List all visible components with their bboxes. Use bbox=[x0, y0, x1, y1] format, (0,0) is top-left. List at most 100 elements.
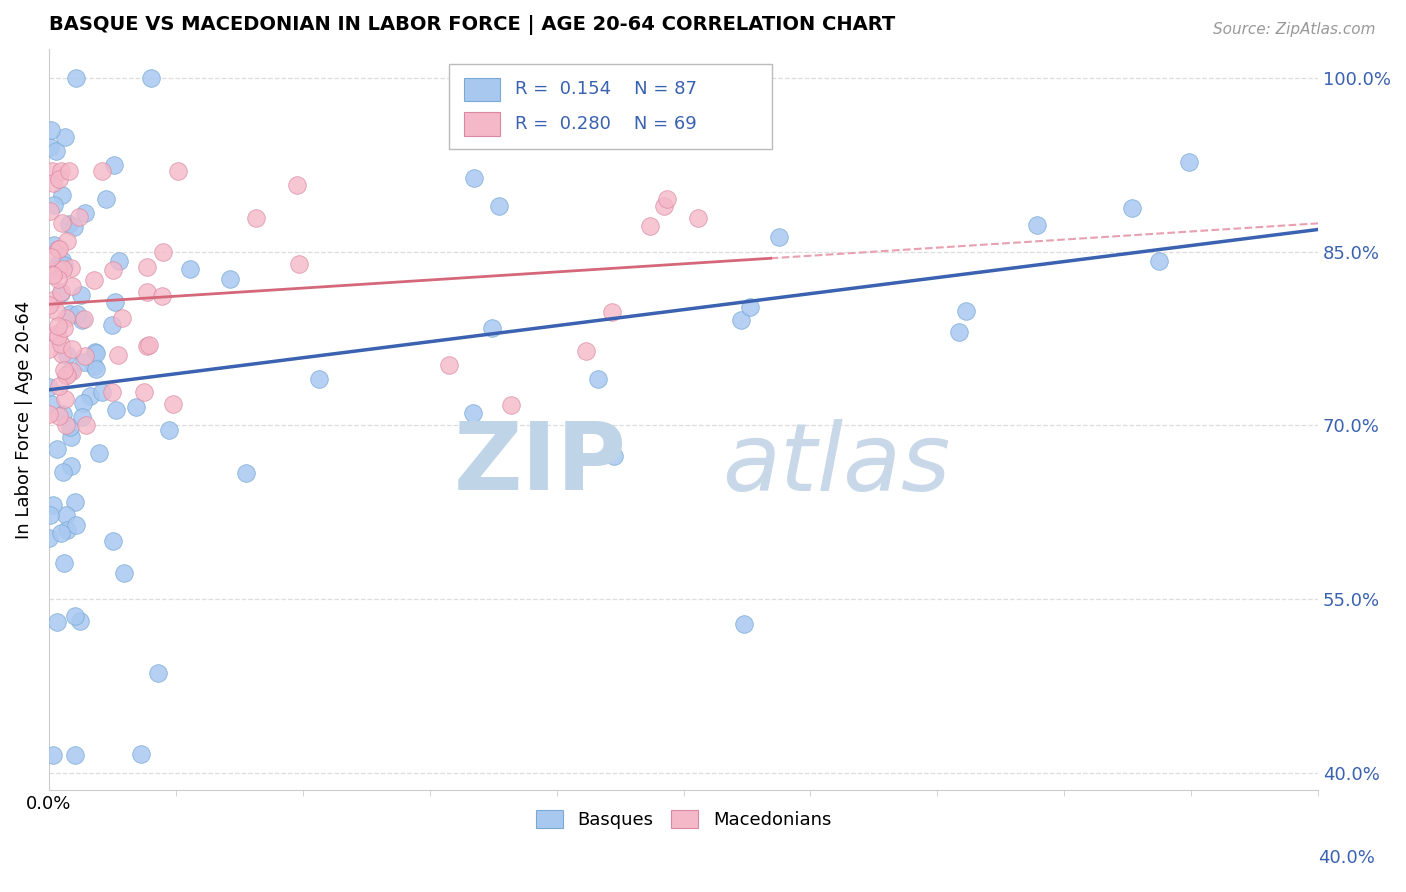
Point bbox=[59, 363, 82, 377]
Point bbox=[46, 263, 69, 277]
Point bbox=[55, 234, 77, 248]
FancyBboxPatch shape bbox=[464, 78, 499, 102]
Point bbox=[75, 349, 97, 363]
Point bbox=[101, 385, 124, 400]
Point bbox=[73, 311, 96, 326]
Point bbox=[66, 307, 89, 321]
Point bbox=[218, 272, 240, 286]
Point bbox=[488, 199, 510, 213]
Point bbox=[150, 289, 173, 303]
Point bbox=[63, 495, 86, 509]
Point bbox=[148, 666, 170, 681]
Point bbox=[60, 430, 83, 444]
Point bbox=[152, 244, 174, 259]
Point bbox=[104, 402, 127, 417]
Point bbox=[437, 358, 460, 372]
Point bbox=[235, 466, 257, 480]
Point bbox=[948, 326, 970, 340]
Point bbox=[58, 164, 80, 178]
Point bbox=[686, 211, 709, 225]
Point bbox=[245, 211, 267, 225]
Point bbox=[101, 533, 124, 548]
Point bbox=[51, 252, 73, 267]
Point bbox=[157, 423, 180, 437]
Point bbox=[52, 556, 75, 570]
Point bbox=[41, 164, 63, 178]
Point bbox=[89, 446, 111, 460]
Point bbox=[83, 345, 105, 359]
Point bbox=[45, 144, 67, 158]
Point bbox=[60, 458, 83, 473]
Point bbox=[42, 748, 65, 763]
Point bbox=[45, 615, 67, 629]
FancyBboxPatch shape bbox=[449, 64, 772, 149]
Text: atlas: atlas bbox=[721, 418, 950, 509]
Point bbox=[52, 261, 75, 276]
Point bbox=[53, 392, 76, 406]
Point bbox=[70, 313, 93, 327]
Point bbox=[49, 285, 72, 299]
Point bbox=[38, 342, 60, 356]
FancyBboxPatch shape bbox=[464, 112, 499, 136]
Point bbox=[59, 260, 82, 275]
Point bbox=[83, 359, 105, 374]
Point bbox=[101, 263, 124, 277]
Point bbox=[49, 164, 72, 178]
Point bbox=[56, 368, 79, 383]
Point bbox=[42, 293, 65, 308]
Point bbox=[42, 176, 65, 190]
Point bbox=[94, 193, 117, 207]
Point bbox=[285, 178, 308, 193]
Point bbox=[638, 219, 661, 233]
Point bbox=[42, 238, 65, 252]
Point bbox=[63, 219, 86, 234]
Point bbox=[461, 406, 484, 420]
Point bbox=[83, 273, 105, 287]
Point bbox=[59, 307, 82, 321]
Point bbox=[55, 418, 77, 433]
Point bbox=[84, 362, 107, 376]
Point bbox=[46, 272, 69, 286]
Point bbox=[603, 449, 626, 463]
Point bbox=[38, 407, 60, 421]
Point bbox=[103, 158, 125, 172]
Point bbox=[53, 129, 76, 144]
Point bbox=[575, 344, 598, 359]
Point bbox=[52, 407, 75, 421]
Point bbox=[1121, 201, 1143, 215]
Point bbox=[46, 242, 69, 256]
Point bbox=[134, 385, 156, 400]
Point bbox=[51, 216, 73, 230]
Point bbox=[1147, 254, 1170, 268]
Point bbox=[586, 372, 609, 386]
Point bbox=[139, 71, 162, 86]
Point bbox=[1178, 155, 1201, 169]
Point bbox=[111, 311, 134, 326]
Point bbox=[70, 409, 93, 424]
Point bbox=[41, 499, 63, 513]
Point bbox=[63, 608, 86, 623]
Point bbox=[65, 518, 87, 533]
Point bbox=[135, 260, 157, 274]
Point bbox=[42, 268, 65, 283]
Point bbox=[49, 286, 72, 301]
Point bbox=[55, 311, 77, 326]
Point bbox=[72, 396, 94, 410]
Point bbox=[90, 384, 112, 399]
Point bbox=[288, 257, 311, 271]
Point bbox=[70, 287, 93, 301]
Point bbox=[55, 508, 77, 522]
Point bbox=[463, 170, 485, 185]
Point bbox=[56, 523, 79, 537]
Point bbox=[738, 300, 761, 314]
Point bbox=[65, 71, 87, 86]
Point bbox=[48, 171, 70, 186]
Point bbox=[112, 566, 135, 580]
Point bbox=[59, 420, 82, 434]
Point bbox=[73, 355, 96, 369]
Point bbox=[39, 508, 62, 522]
Point bbox=[53, 363, 76, 377]
Point bbox=[49, 526, 72, 541]
Point bbox=[41, 250, 63, 264]
Point bbox=[52, 320, 75, 334]
